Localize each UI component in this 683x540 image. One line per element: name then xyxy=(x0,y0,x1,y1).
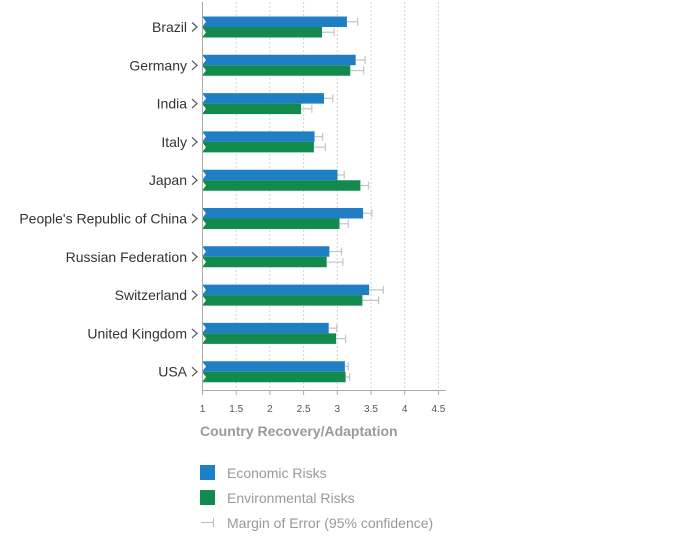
bar-environmental xyxy=(202,103,302,115)
error-bar-icon xyxy=(200,515,215,530)
category-label: USA xyxy=(158,364,187,380)
legend-label-environmental: Environmental Risks xyxy=(227,489,355,506)
bar-economic xyxy=(202,208,364,219)
bar-economic xyxy=(202,16,347,27)
bar-economic xyxy=(202,246,330,257)
bar-economic xyxy=(202,93,324,104)
chevron-right-icon xyxy=(191,213,198,224)
chevron-right-icon xyxy=(191,328,198,339)
chevron-right-icon xyxy=(191,60,198,71)
bar-chart: Brazil Germany India Italy Japan People's Rep… xyxy=(19,2,446,439)
bar-economic xyxy=(202,361,345,372)
chevron-right-icon xyxy=(191,175,198,186)
x-axis-title: Country Recovery/Adaptation xyxy=(200,423,398,439)
chevron-right-icon xyxy=(191,251,198,262)
bar-environmental xyxy=(202,141,314,153)
legend-item-error: Margin of Error (95% confidence) xyxy=(200,510,433,535)
x-axis: 1 1.5 2 2.5 3 3.5 4 4.5 xyxy=(200,2,446,415)
category-label: Russian Federation xyxy=(66,249,187,265)
category-label: People's Republic of China xyxy=(19,211,187,227)
chevron-right-icon xyxy=(191,290,198,301)
chevron-right-icon xyxy=(191,98,198,109)
legend: Economic Risks Environmental Risks Margi… xyxy=(200,460,433,535)
bar-economic xyxy=(202,54,356,66)
bar-environmental xyxy=(202,218,340,229)
bar-economic xyxy=(202,322,329,334)
bars xyxy=(202,16,384,383)
legend-item-economic: Economic Risks xyxy=(200,460,433,485)
x-tick-label: 3 xyxy=(335,404,341,415)
x-tick-label: 1 xyxy=(200,404,206,415)
category-label: Switzerland xyxy=(115,287,187,303)
bar-environmental xyxy=(202,371,346,383)
bar-environmental xyxy=(202,295,363,306)
bar-economic xyxy=(202,169,338,181)
category-label: Italy xyxy=(161,134,187,150)
category-label: Japan xyxy=(149,172,187,188)
x-tick-label: 4 xyxy=(402,404,408,415)
environmental-swatch xyxy=(200,490,215,505)
legend-label-error: Margin of Error (95% confidence) xyxy=(227,514,434,531)
category-label: India xyxy=(157,96,188,112)
x-tick-label: 1.5 xyxy=(229,404,243,415)
x-tick-label: 2.5 xyxy=(297,404,311,415)
bar-environmental xyxy=(202,333,337,344)
bar-environmental xyxy=(202,65,351,76)
x-tick-label: 2 xyxy=(267,404,273,415)
category-label: Brazil xyxy=(152,19,187,35)
bar-environmental xyxy=(202,180,361,191)
chevron-right-icon xyxy=(191,22,198,32)
chevron-right-icon xyxy=(191,136,198,147)
x-tick-label: 3.5 xyxy=(364,404,378,415)
legend-label-economic: Economic Risks xyxy=(227,464,327,481)
category-label: Germany xyxy=(129,57,187,73)
bar-economic xyxy=(202,131,315,142)
chevron-right-icon xyxy=(191,366,198,377)
x-tick-label: 4.5 xyxy=(431,404,445,415)
category-labels: Brazil Germany India Italy Japan People's Rep… xyxy=(19,19,198,380)
bar-environmental xyxy=(202,27,322,38)
bar-environmental xyxy=(202,256,327,268)
legend-item-environmental: Environmental Risks xyxy=(200,485,433,510)
bar-economic xyxy=(202,284,370,296)
category-label: United Kingdom xyxy=(87,325,187,341)
economic-swatch xyxy=(200,465,215,480)
